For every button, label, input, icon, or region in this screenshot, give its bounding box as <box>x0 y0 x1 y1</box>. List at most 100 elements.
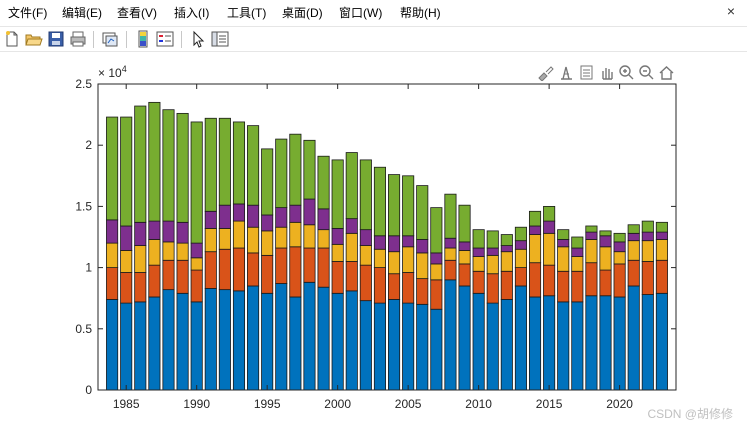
y-exponent-label: × 104 <box>98 64 127 80</box>
bar-segment <box>571 236 584 249</box>
bar-segment <box>613 263 626 298</box>
bar-segment <box>275 283 288 391</box>
bar-segment <box>345 261 358 292</box>
x-tick-label: 2010 <box>465 397 492 411</box>
pointer-icon[interactable] <box>189 30 207 48</box>
bar-segment <box>134 221 147 246</box>
bar-segment <box>543 220 556 234</box>
bar-segment <box>204 288 217 391</box>
save-icon[interactable] <box>47 30 65 48</box>
bar-segment <box>402 272 415 304</box>
bar-segment <box>514 267 527 287</box>
data-tips-icon[interactable] <box>558 64 575 81</box>
brush-icon[interactable] <box>537 64 554 81</box>
new-file-icon[interactable] <box>3 30 21 48</box>
bar-segment <box>627 232 640 242</box>
bar-segment <box>162 289 175 391</box>
menu-edit[interactable]: 编辑(E) <box>62 6 102 20</box>
bar-segment <box>261 230 274 256</box>
bar-segment <box>359 159 372 231</box>
bar-segment <box>176 112 189 223</box>
bar-segment <box>416 303 429 391</box>
y-tick-label: 1.5 <box>75 199 92 213</box>
zoom-out-icon[interactable] <box>638 64 655 81</box>
bar-segment <box>261 292 274 391</box>
bar-segment <box>402 302 415 391</box>
link-plot-icon[interactable] <box>101 30 119 48</box>
x-tick-label: 1990 <box>183 397 210 411</box>
bar-segment <box>190 257 203 271</box>
bar-segment <box>472 270 485 294</box>
bar-segment <box>613 241 626 253</box>
bar-segment <box>162 109 175 222</box>
menu-view[interactable]: 查看(V) <box>117 6 157 20</box>
bar-segment <box>317 229 330 249</box>
bar-segment <box>204 117 217 212</box>
menu-bar: 文件(F) 编辑(E) 查看(V) 插入(I) 工具(T) 桌面(D) 窗口(W… <box>0 0 747 26</box>
bar-segment <box>247 252 260 287</box>
bar-segment <box>444 259 457 281</box>
bar-segment <box>500 234 513 246</box>
bar-segment <box>416 278 429 305</box>
bar-segment <box>289 221 302 248</box>
insert-colorbar-icon[interactable] <box>134 30 152 48</box>
bar-segment <box>148 239 161 266</box>
bar-segment <box>120 116 133 227</box>
bar-segment <box>373 267 386 304</box>
menu-help[interactable]: 帮助(H) <box>400 6 441 20</box>
menu-insert[interactable]: 插入(I) <box>174 6 210 20</box>
bar-segment <box>585 225 598 233</box>
bar-segment <box>388 235 401 253</box>
bar-segment <box>430 308 443 391</box>
bar-segment <box>247 285 260 391</box>
bar-segment <box>557 246 570 272</box>
figure-toolbar <box>0 26 747 52</box>
rotate-icon[interactable] <box>578 64 595 81</box>
x-tick-label: 2020 <box>606 397 633 411</box>
y-tick-label: 0 <box>85 383 92 397</box>
insert-legend-icon[interactable] <box>156 30 174 48</box>
bar-segment <box>557 301 570 391</box>
bar-segment <box>359 229 372 246</box>
bar-segment <box>430 207 443 254</box>
menu-file[interactable]: 文件(F) <box>8 6 48 20</box>
bar-segment <box>514 248 527 269</box>
bar-segment <box>120 272 133 304</box>
x-tick-label: 1985 <box>113 397 140 411</box>
bar-segment <box>500 245 513 253</box>
bar-segment <box>176 242 189 261</box>
open-folder-icon[interactable] <box>25 30 43 48</box>
home-icon[interactable] <box>658 64 675 81</box>
bar-segment <box>627 285 640 391</box>
bar-segment <box>472 256 485 272</box>
y-tick-label: 2.5 <box>75 77 92 91</box>
property-inspector-icon[interactable] <box>211 30 229 48</box>
bar-segment <box>458 204 471 243</box>
menu-desktop[interactable]: 桌面(D) <box>282 6 323 20</box>
bar-segment <box>627 224 640 234</box>
menu-window[interactable]: 窗口(W) <box>339 6 383 20</box>
bar-segment <box>289 296 302 391</box>
bar-segment <box>303 224 316 249</box>
bar-segment <box>303 139 316 200</box>
bar-segment <box>388 251 401 275</box>
bar-segment <box>134 301 147 391</box>
bar-segment <box>416 252 429 280</box>
bar-segment <box>599 230 612 237</box>
axes-box <box>97 83 677 391</box>
toolbar-separator <box>126 31 127 48</box>
x-tick-label: 2000 <box>324 397 351 411</box>
menu-tools[interactable]: 工具(T) <box>227 6 267 20</box>
bar-segment <box>261 254 274 294</box>
zoom-in-icon[interactable] <box>618 64 635 81</box>
bar-segment <box>486 254 499 275</box>
close-icon[interactable]: × <box>726 3 735 19</box>
bar-segment <box>261 214 274 232</box>
bar-segment <box>317 208 330 231</box>
pan-icon[interactable] <box>598 64 615 81</box>
bar-segment <box>500 251 513 272</box>
bar-segment <box>486 247 499 256</box>
print-icon[interactable] <box>69 30 87 48</box>
bar-segment <box>528 225 542 235</box>
